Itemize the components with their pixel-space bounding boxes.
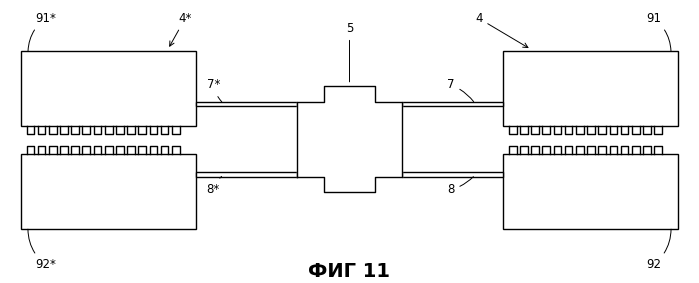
Text: 5: 5 — [346, 22, 353, 82]
Bar — [503, 51, 678, 126]
Text: 7: 7 — [447, 78, 474, 102]
Text: 92: 92 — [646, 229, 671, 271]
Bar — [196, 102, 297, 106]
Bar — [402, 172, 503, 177]
Bar — [21, 154, 196, 229]
Text: 4: 4 — [475, 12, 528, 48]
Text: 7*: 7* — [206, 78, 222, 102]
Bar — [21, 51, 196, 126]
Polygon shape — [297, 86, 402, 192]
Text: 8*: 8* — [207, 176, 222, 196]
Text: 91: 91 — [646, 12, 671, 51]
Text: 92*: 92* — [28, 229, 56, 271]
Text: ФИГ 11: ФИГ 11 — [308, 262, 391, 281]
Text: 4*: 4* — [170, 12, 192, 46]
Bar — [196, 172, 297, 177]
Text: 91*: 91* — [28, 12, 56, 51]
Text: 8: 8 — [447, 177, 473, 196]
Bar — [503, 154, 678, 229]
Bar — [402, 102, 503, 106]
